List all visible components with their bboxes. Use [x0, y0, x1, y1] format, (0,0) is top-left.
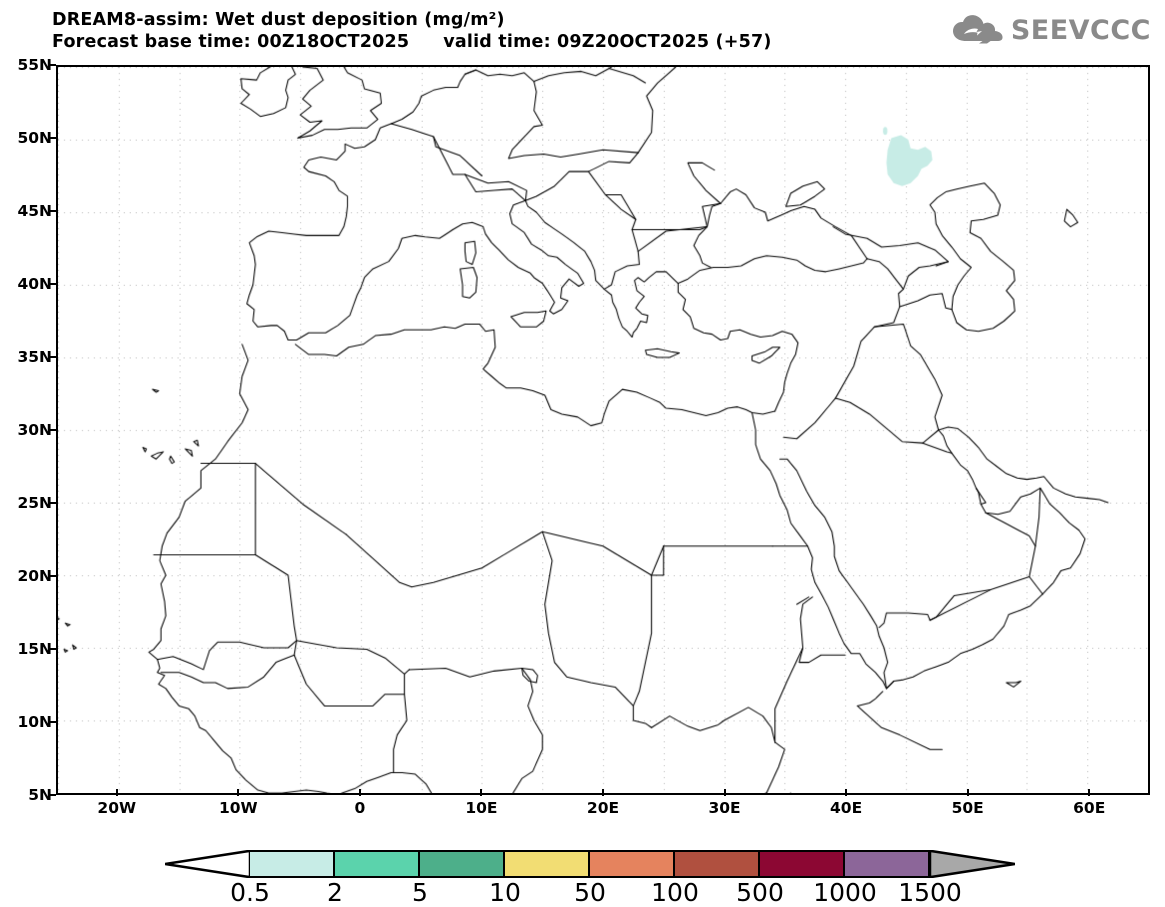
y-axis-label: 35N — [17, 348, 52, 366]
x-axis-label: 10W — [218, 799, 258, 817]
y-axis-label: 45N — [17, 202, 52, 220]
y-axis-label: 10N — [17, 713, 52, 731]
y-axis-label: 50N — [17, 129, 52, 147]
cloud-icon — [952, 15, 1003, 44]
x-axis-label: 20W — [97, 799, 137, 817]
colorbar-tick-label: 1000 — [813, 878, 877, 907]
y-axis-tick — [49, 283, 56, 285]
valid-time: valid time: 09Z20OCT2025 (+57) — [443, 32, 772, 52]
y-axis-tick — [49, 648, 56, 650]
seevccc-logo: SEEVCCC — [952, 14, 1151, 46]
y-axis-label: 55N — [17, 56, 52, 74]
colorbar-band — [250, 850, 335, 878]
forecast-time-line: Forecast base time: 00Z18OCT2025 valid ti… — [52, 32, 772, 52]
x-axis-tick — [480, 789, 483, 796]
y-axis-tick — [49, 137, 56, 139]
x-axis-label: 60E — [1073, 799, 1106, 817]
y-axis-tick — [49, 575, 56, 577]
x-axis-label: 30E — [708, 799, 741, 817]
y-axis-tick — [49, 64, 56, 66]
map-plot-area — [56, 65, 1150, 795]
x-axis-tick — [115, 789, 118, 796]
colorbar-tick-label: 100 — [651, 878, 699, 907]
x-axis-tick — [1088, 789, 1091, 796]
colorbar-tick-label: 10 — [489, 878, 521, 907]
colorbar-legend: 0.5 2 5 10 50 100 500 1000 1500 — [0, 845, 1165, 907]
y-axis-label: 25N — [17, 494, 52, 512]
y-axis-tick — [49, 721, 56, 723]
forecast-base-time: Forecast base time: 00Z18OCT2025 — [52, 32, 410, 52]
colorbar-tick-label: 0.5 — [230, 878, 270, 907]
page-title: DREAM8-assim: Wet dust deposition (mg/m²… — [52, 10, 505, 30]
colorbar-band — [845, 850, 930, 878]
y-axis-label: 30N — [17, 421, 52, 439]
colorbar-tick-label: 500 — [736, 878, 784, 907]
colorbar-band — [505, 850, 590, 878]
x-axis-label: 0 — [354, 799, 366, 817]
y-axis-tick — [49, 502, 56, 504]
y-axis-label: 40N — [17, 275, 52, 293]
x-axis-label: 40E — [830, 799, 863, 817]
x-axis-tick — [723, 789, 726, 796]
map-canvas — [58, 67, 1148, 793]
y-axis-tick — [49, 429, 56, 431]
y-axis-label: 20N — [17, 567, 52, 585]
colorbar-band — [760, 850, 845, 878]
x-axis-tick — [237, 789, 240, 796]
colorbar-tick-labels: 0.5 2 5 10 50 100 500 1000 1500 — [0, 878, 1165, 907]
y-axis-label: 5N — [28, 786, 52, 804]
x-axis-label: 20E — [586, 799, 620, 817]
colorbar-bands — [165, 850, 1015, 878]
colorbar-band — [420, 850, 505, 878]
colorbar-over-arrow-wrap — [930, 850, 1015, 878]
x-axis-label: 10E — [465, 799, 498, 817]
x-axis-label: 50E — [951, 799, 984, 817]
y-axis-tick — [49, 210, 56, 212]
colorbar-tick-label: 50 — [574, 878, 606, 907]
colorbar-band — [590, 850, 675, 878]
y-axis-tick — [49, 356, 56, 358]
colorbar-tick-label: 2 — [327, 878, 343, 907]
x-axis-tick — [966, 789, 969, 796]
chart-header: DREAM8-assim: Wet dust deposition (mg/m²… — [0, 0, 1165, 62]
logo-text: SEEVCCC — [1010, 14, 1151, 46]
colorbar-band — [675, 850, 760, 878]
x-axis-tick — [845, 789, 848, 796]
colorbar-tick-label: 5 — [412, 878, 428, 907]
colorbar-under-arrow-wrap — [165, 850, 250, 878]
x-axis-tick — [602, 789, 604, 796]
colorbar-tick-label: 1500 — [898, 878, 962, 907]
x-axis-tick — [358, 789, 361, 796]
y-axis-label: 15N — [17, 640, 52, 658]
y-axis-tick — [49, 794, 56, 796]
colorbar-band — [335, 850, 420, 878]
